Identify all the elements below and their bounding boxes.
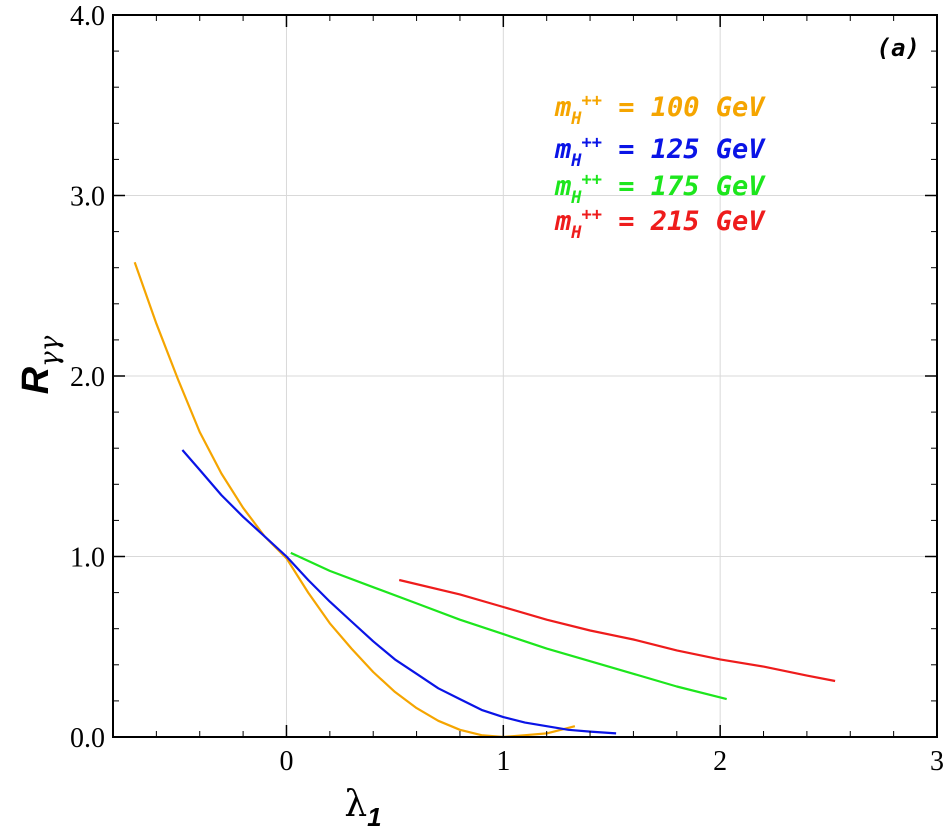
- legend-symbol: m: [554, 92, 571, 123]
- y-tick-label: 3.0: [70, 182, 105, 213]
- legend-symbol: m: [554, 171, 571, 202]
- panel-label: (a): [877, 34, 920, 62]
- y-axis-symbol: R: [15, 366, 57, 394]
- x-tick-label: 1: [496, 746, 510, 777]
- legend-label: = 215 GeV: [602, 206, 766, 237]
- axis-tick-labels: 0 1 2 3 0.0 1.0 2.0 3.0 4.0: [70, 1, 944, 777]
- x-axis-title: λ1: [344, 784, 381, 827]
- series-line-1: [133, 261, 576, 739]
- series-line-3: [290, 551, 727, 701]
- y-axis-subscript: γγ: [35, 335, 65, 367]
- legend-subscript: H: [570, 223, 582, 243]
- y-tick-label: 2.0: [70, 362, 105, 393]
- legend-subscript: H: [570, 188, 582, 208]
- legend-subscript: H: [570, 151, 582, 171]
- legend-label: = 175 GeV: [602, 171, 766, 202]
- legend-label: = 125 GeV: [602, 134, 766, 165]
- legend-superscript: ++: [582, 205, 602, 225]
- legend-symbol: m: [554, 134, 571, 165]
- x-tick-label: 0: [279, 746, 293, 777]
- series-lines: [133, 261, 836, 739]
- x-tick-label: 3: [930, 746, 944, 777]
- legend-superscript: ++: [582, 170, 602, 190]
- y-tick-label: 4.0: [70, 1, 105, 32]
- legend-label: = 100 GeV: [602, 92, 766, 123]
- y-axis-title: Rγγ: [15, 335, 65, 394]
- legend-subscript: H: [570, 109, 582, 129]
- legend-superscript: ++: [582, 133, 602, 153]
- legend-superscript: ++: [582, 91, 602, 111]
- legend-entry-3: mH++ = 175 GeV: [554, 170, 766, 208]
- axis-ticks: [112, 14, 938, 738]
- x-axis-symbol: λ: [344, 784, 367, 825]
- y-tick-label: 1.0: [70, 543, 105, 574]
- series-line-4: [398, 578, 836, 683]
- legend-entry-2: mH++ = 125 GeV: [554, 133, 766, 171]
- x-tick-label: 2: [713, 746, 727, 777]
- legend-symbol: m: [554, 206, 571, 237]
- grid-lines: [113, 15, 937, 737]
- legend-entry-4: mH++ = 215 GeV: [554, 205, 766, 243]
- legend-entry-1: mH++ = 100 GeV: [554, 91, 766, 129]
- y-tick-label: 0.0: [70, 723, 105, 754]
- series-line-2: [181, 449, 617, 735]
- x-axis-subscript: 1: [367, 802, 381, 827]
